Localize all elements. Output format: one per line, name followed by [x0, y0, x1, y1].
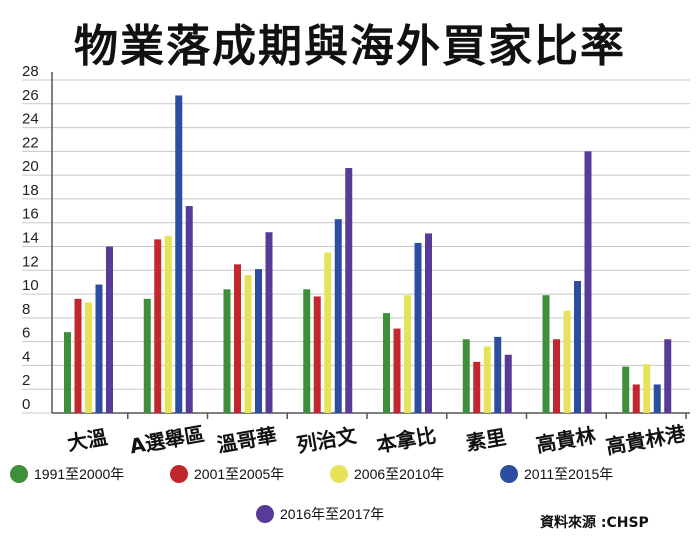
chart-title: 物業落成期與海外買家比率 — [74, 21, 626, 72]
bar — [462, 339, 470, 413]
bar — [175, 95, 183, 413]
bar — [553, 339, 560, 413]
legend-item: 2001至2005年 — [170, 464, 284, 484]
legend-swatch — [500, 465, 518, 483]
bar — [643, 364, 651, 413]
y-tick-label: 8 — [22, 301, 30, 318]
bar — [334, 219, 342, 413]
y-tick-label: 24 — [22, 111, 39, 128]
y-tick-label: 18 — [22, 182, 39, 199]
bar — [74, 298, 82, 413]
legend-item: 1991至2000年 — [10, 464, 124, 484]
bar — [244, 275, 252, 413]
bar — [393, 328, 401, 413]
bar — [664, 339, 672, 413]
legend-label: 2011至2015年 — [524, 466, 614, 482]
bar — [234, 264, 241, 413]
y-tick-label: 28 — [22, 63, 39, 80]
category-label: 高貴林港 — [604, 421, 688, 459]
bar — [64, 332, 71, 413]
legend-swatch — [10, 465, 28, 483]
bar — [324, 252, 332, 413]
bar — [95, 284, 103, 413]
legend-label: 2006至2010年 — [354, 466, 445, 482]
category-label: A選舉區 — [128, 422, 207, 459]
bar — [345, 168, 353, 413]
legend-item: 2011至2015年 — [500, 464, 613, 484]
category-label: 本拿比 — [375, 423, 438, 457]
y-tick-label: 20 — [22, 158, 39, 175]
bar — [404, 295, 411, 413]
bar — [85, 302, 92, 413]
legend-label: 2016年至2017年 — [280, 506, 385, 522]
bar — [255, 269, 262, 413]
bar — [303, 289, 311, 413]
bar — [504, 354, 512, 413]
bar — [164, 235, 172, 413]
y-tick-label: 12 — [22, 253, 39, 270]
y-tick-label: 2 — [22, 372, 30, 389]
y-tick-label: 6 — [22, 325, 30, 342]
y-tick-label: 10 — [22, 277, 39, 294]
bar — [542, 295, 550, 413]
bar — [425, 233, 432, 413]
bar — [265, 232, 273, 413]
legend-label: 1991至2000年 — [34, 466, 125, 482]
bar — [632, 384, 640, 413]
bar — [563, 310, 571, 413]
category-label: 溫哥華 — [215, 423, 278, 457]
bar — [494, 336, 502, 413]
bar — [185, 206, 193, 413]
category-label: 高貴林 — [534, 423, 597, 457]
y-tick-label: 4 — [22, 348, 30, 365]
bar — [383, 313, 390, 413]
bar — [473, 361, 481, 413]
bar — [622, 366, 630, 413]
legend-swatch — [330, 465, 348, 483]
category-label: 素里 — [464, 425, 508, 456]
category-label: 列治文 — [295, 423, 359, 457]
bar — [106, 246, 113, 413]
y-tick-label: 0 — [22, 396, 30, 413]
legend-item: 2016年至2017年 — [256, 504, 384, 524]
y-tick-label: 14 — [22, 230, 39, 247]
bar — [584, 151, 592, 413]
y-tick-label: 16 — [22, 206, 39, 223]
legend-swatch — [256, 505, 274, 523]
bar — [483, 346, 491, 413]
category-label: 大溫 — [66, 425, 110, 456]
bar — [313, 296, 321, 413]
bar — [414, 242, 422, 413]
legend-swatch — [170, 465, 188, 483]
y-tick-label: 26 — [22, 87, 39, 104]
legend-label: 2001至2005年 — [194, 466, 285, 482]
bar — [574, 280, 581, 413]
bar — [143, 298, 151, 413]
source-note: 資料來源 :CHSP — [540, 515, 649, 531]
y-tick-label: 22 — [22, 134, 39, 151]
bar — [653, 384, 661, 413]
legend-item: 2006至2010年 — [330, 464, 444, 484]
bar — [223, 289, 231, 413]
bar — [154, 239, 162, 413]
